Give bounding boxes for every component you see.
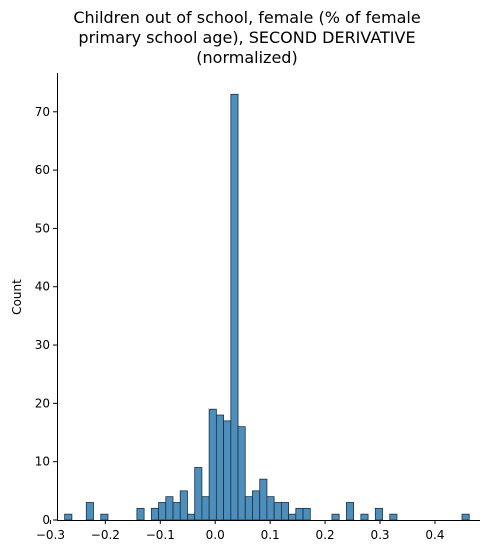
x-tick-label: 0.2 bbox=[316, 528, 335, 542]
histogram-bar bbox=[280, 502, 289, 521]
histogram-bar bbox=[244, 496, 253, 521]
histogram-bar bbox=[461, 513, 470, 521]
histogram-bar bbox=[194, 467, 203, 521]
histogram-bar bbox=[252, 490, 261, 521]
histogram-bar bbox=[136, 507, 145, 521]
y-tick-label: 30 bbox=[35, 338, 50, 352]
histogram-bar bbox=[85, 502, 94, 521]
histogram-bar bbox=[237, 426, 246, 521]
x-tick-label: 0.3 bbox=[370, 528, 389, 542]
histogram-bar bbox=[374, 507, 383, 521]
y-tick-label: 70 bbox=[35, 105, 50, 119]
histogram-bar bbox=[165, 496, 174, 521]
y-tick-label: 60 bbox=[35, 163, 50, 177]
x-ticks: −0.3 −0.2 −0.1 0.0 0.1 0.2 0.3 0.4 bbox=[36, 520, 445, 542]
histogram-bar bbox=[273, 502, 282, 521]
y-tick-label: 20 bbox=[35, 396, 50, 410]
histogram-bar bbox=[266, 496, 275, 521]
chart-title: Children out of school, female (% of fem… bbox=[0, 8, 489, 68]
histogram-bar bbox=[172, 502, 181, 521]
histogram-bar bbox=[360, 513, 369, 521]
histogram-bar bbox=[64, 513, 73, 521]
histogram-bars bbox=[64, 93, 470, 521]
histogram-bar bbox=[150, 507, 159, 521]
y-tick-label: 10 bbox=[35, 455, 50, 469]
histogram-bar bbox=[179, 490, 188, 521]
x-tick-label: −0.1 bbox=[146, 528, 175, 542]
y-tick-label: 50 bbox=[35, 221, 50, 235]
histogram-bar bbox=[295, 507, 304, 521]
histogram-bar bbox=[187, 513, 196, 521]
histogram-bar bbox=[201, 496, 210, 521]
y-ticks: 0 10 20 30 40 50 60 70 bbox=[35, 105, 57, 527]
histogram-bar bbox=[389, 513, 398, 521]
histogram-bar bbox=[259, 478, 268, 521]
x-tick-label: −0.2 bbox=[91, 528, 120, 542]
y-axis-label: Count bbox=[10, 279, 24, 315]
x-tick-label: 0.0 bbox=[206, 528, 225, 542]
x-tick-label: 0.1 bbox=[261, 528, 280, 542]
histogram-bar bbox=[223, 420, 232, 521]
axes bbox=[57, 73, 480, 521]
histogram-bar bbox=[288, 513, 297, 521]
histogram-bar bbox=[208, 408, 217, 521]
chart-title-line-1: Children out of school, female (% of fem… bbox=[73, 8, 421, 27]
x-tick-label: −0.3 bbox=[36, 528, 65, 542]
histogram-bar bbox=[158, 502, 167, 521]
histogram-bar bbox=[100, 513, 109, 521]
chart-title-line-2: primary school age), SECOND DERIVATIVE bbox=[78, 28, 416, 47]
histogram-bar bbox=[331, 513, 340, 521]
y-tick-label: 40 bbox=[35, 280, 50, 294]
histogram-bar bbox=[346, 502, 355, 521]
chart-title-line-3: (normalized) bbox=[196, 48, 298, 67]
x-tick-label: 0.4 bbox=[425, 528, 444, 542]
y-tick-label: 0 bbox=[42, 513, 50, 527]
histogram-bar bbox=[302, 507, 311, 521]
histogram-bar bbox=[230, 93, 239, 521]
histogram-bar bbox=[215, 414, 225, 521]
